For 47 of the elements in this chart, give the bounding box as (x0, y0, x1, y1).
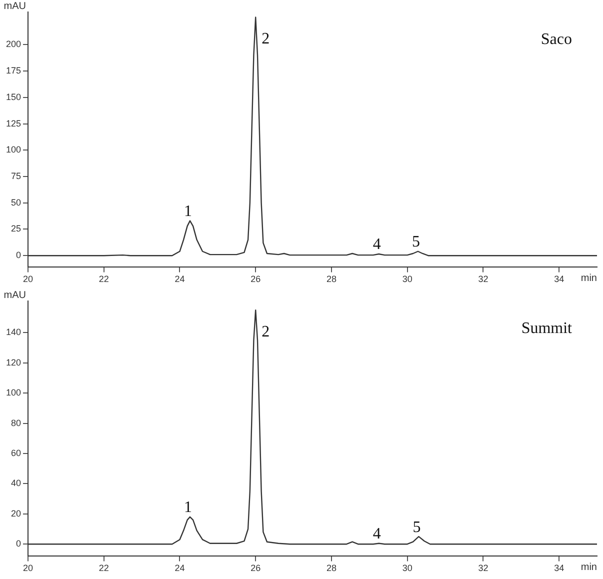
y-tick-label: 125 (6, 118, 22, 128)
x-tick-label: 28 (326, 563, 336, 574)
y-tick-label: 40 (11, 478, 22, 488)
x-tick-label: 32 (478, 563, 488, 574)
x-tick-label: 24 (174, 274, 185, 284)
x-tick-label: 30 (402, 274, 412, 284)
x-tick-label: 22 (98, 274, 109, 284)
y-axis-title: mAU (4, 0, 26, 12)
annotation: 5 (412, 234, 420, 251)
x-tick-label: 22 (98, 563, 109, 574)
annotation: 4 (372, 526, 381, 543)
x-tick-label: 24 (174, 563, 185, 574)
y-tick-label: 0 (16, 538, 22, 549)
x-tick-label: 34 (554, 274, 564, 284)
y-tick-label: 100 (6, 388, 22, 398)
x-tick-label: 32 (478, 274, 488, 284)
y-tick-label: 120 (6, 357, 22, 368)
annotation: 5 (412, 518, 421, 536)
y-tick-label: 25 (11, 224, 22, 234)
y-tick-label: 0 (16, 250, 22, 260)
y-tick-label: 50 (11, 197, 22, 208)
x-tick-label: 34 (554, 563, 564, 574)
x-axis-title: min (580, 272, 597, 284)
x-tick-label: 20 (23, 563, 34, 574)
annotation: 1 (184, 203, 192, 220)
x-axis-title: min (580, 562, 597, 573)
annotation: Saco (540, 31, 572, 48)
y-tick-label: 60 (11, 448, 22, 458)
x-tick-label: 26 (250, 274, 261, 284)
y-tick-label: 100 (6, 144, 22, 155)
y-tick-label: 20 (11, 508, 22, 518)
y-tick-label: 200 (6, 39, 22, 50)
y-axis-title: mAU (4, 290, 26, 301)
y-tick-label: 175 (6, 66, 22, 76)
y-tick-label: 75 (11, 170, 22, 181)
annotation: 4 (372, 236, 381, 254)
x-tick-label: 28 (326, 274, 336, 284)
y-tick-label: 140 (6, 327, 22, 338)
x-tick-label: 20 (23, 274, 34, 284)
annotation: 2 (262, 30, 270, 48)
annotation: Summit (521, 320, 573, 338)
y-tick-label: 150 (6, 92, 22, 102)
annotation: 2 (262, 323, 270, 340)
x-tick-label: 26 (250, 563, 261, 574)
x-tick-label: 30 (402, 563, 412, 574)
y-tick-label: 80 (11, 418, 22, 428)
annotation: 1 (184, 499, 192, 516)
